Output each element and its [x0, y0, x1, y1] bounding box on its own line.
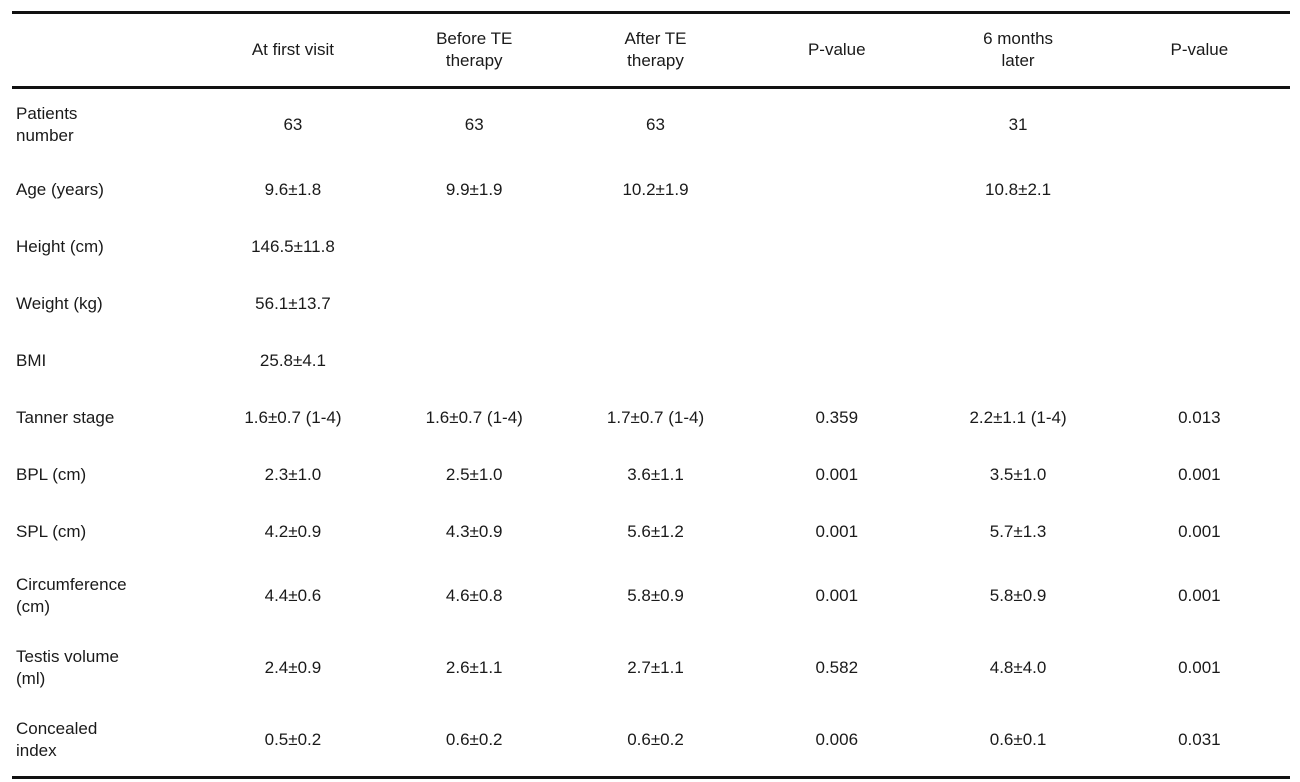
row-label: Tanner stage [16, 407, 115, 427]
patient-characteristics-table: At first visit Before TE therapy After T… [12, 11, 1290, 779]
table-row-patients-number: Patients number 63 63 63 31 [12, 88, 1290, 162]
cell [565, 332, 746, 389]
cell [927, 275, 1108, 332]
cell: 0.001 [815, 464, 859, 484]
table-row-tanner-stage: Tanner stage 1.6±0.7 (1-4) 1.6±0.7 (1-4)… [12, 389, 1290, 446]
cell: 3.5±1.0 [989, 464, 1047, 484]
cell: 1.7±0.7 (1-4) [606, 407, 705, 427]
column-header-before-te-therapy: Before TE therapy [436, 29, 513, 70]
cell [384, 332, 565, 389]
cell: 2.4±0.9 [264, 658, 322, 677]
table-row-concealed-index: Concealed index 0.5±0.2 0.6±0.2 0.6±0.2 … [12, 704, 1290, 778]
row-label: SPL (cm) [16, 521, 87, 541]
table-row-bpl: BPL (cm) 2.3±1.0 2.5±1.0 3.6±1.1 0.001 3… [12, 446, 1290, 503]
header-row: At first visit Before TE therapy After T… [12, 13, 1290, 88]
row-label: Height (cm) [16, 236, 104, 256]
cell: 0.001 [815, 521, 859, 541]
cell [927, 332, 1108, 389]
cell: 0.001 [1178, 521, 1221, 541]
cell: 2.6±1.1 [445, 658, 503, 677]
table-row-spl: SPL (cm) 4.2±0.9 4.3±0.9 5.6±1.2 0.001 5… [12, 503, 1290, 560]
row-label: Circumference (cm) [16, 575, 127, 616]
cell: 0.5±0.2 [264, 730, 322, 749]
cell [1109, 275, 1290, 332]
cell: 2.5±1.0 [445, 464, 503, 484]
cell: 5.7±1.3 [989, 521, 1047, 541]
cell: 0.359 [815, 407, 859, 427]
cell: 0.013 [1178, 407, 1221, 427]
cell [1109, 332, 1290, 389]
cell: 5.6±1.2 [627, 521, 684, 541]
cell [384, 275, 565, 332]
cell: 3.6±1.1 [627, 464, 684, 484]
cell: 31 [1008, 115, 1028, 134]
cell: 25.8±4.1 [259, 350, 326, 370]
cell: 9.9±1.9 [445, 179, 503, 199]
cell: 63 [283, 115, 303, 134]
table-row-circumference: Circumference (cm) 4.4±0.6 4.6±0.8 5.8±0… [12, 560, 1290, 632]
cell: 4.6±0.8 [445, 586, 503, 605]
cell: 0.031 [1178, 730, 1221, 749]
cell: 0.001 [1178, 586, 1221, 605]
row-label: Age (years) [16, 179, 104, 199]
cell [1109, 161, 1290, 218]
cell: 10.2±1.9 [622, 179, 689, 199]
row-label: Testis volume (ml) [16, 647, 119, 688]
cell: 10.8±2.1 [985, 179, 1052, 199]
cell: 0.6±0.1 [989, 730, 1047, 749]
column-header-at-first-visit: At first visit [251, 40, 335, 59]
cell: 146.5±11.8 [251, 236, 335, 256]
cell: 2.3±1.0 [264, 464, 322, 484]
cell [927, 218, 1108, 275]
column-header-6-months-later: 6 months later [983, 29, 1054, 70]
table-row-age: Age (years) 9.6±1.8 9.9±1.9 10.2±1.9 10.… [12, 161, 1290, 218]
row-label: Patients number [16, 104, 78, 145]
cell: 63 [464, 115, 484, 134]
cell: 4.3±0.9 [445, 521, 503, 541]
row-label: BPL (cm) [16, 464, 87, 484]
cell: 4.4±0.6 [264, 586, 322, 605]
cell: 56.1±13.7 [255, 293, 331, 313]
column-header-p-value-2: P-value [1170, 40, 1229, 59]
cell [746, 332, 927, 389]
row-label: Weight (kg) [16, 293, 103, 313]
table-row-bmi: BMI 25.8±4.1 [12, 332, 1290, 389]
cell [746, 218, 927, 275]
cell: 63 [646, 115, 665, 134]
cell: 0.001 [1178, 658, 1221, 677]
cell: 0.6±0.2 [627, 730, 684, 749]
cell: 2.7±1.1 [627, 658, 684, 677]
cell [746, 161, 927, 218]
cell: 0.001 [1178, 464, 1221, 484]
cell: 1.6±0.7 (1-4) [244, 407, 342, 427]
cell [1109, 88, 1290, 162]
table-row-testis-volume: Testis volume (ml) 2.4±0.9 2.6±1.1 2.7±1… [12, 632, 1290, 704]
cell [746, 275, 927, 332]
patient-characteristics-table-wrap: At first visit Before TE therapy After T… [12, 11, 1290, 779]
header-row-label [12, 13, 202, 88]
cell: 4.8±4.0 [989, 658, 1047, 677]
row-label: Concealed index [16, 719, 98, 760]
cell: 1.6±0.7 (1-4) [425, 407, 523, 427]
cell: 5.8±0.9 [627, 586, 684, 605]
cell: 0.582 [815, 658, 859, 677]
column-header-p-value-1: P-value [807, 40, 866, 59]
cell: 5.8±0.9 [989, 586, 1047, 605]
cell: 2.2±1.1 (1-4) [969, 407, 1067, 427]
cell: 0.006 [815, 730, 859, 749]
cell: 4.2±0.9 [264, 521, 322, 541]
cell: 9.6±1.8 [264, 179, 322, 199]
cell: 0.001 [815, 586, 859, 605]
cell [384, 218, 565, 275]
cell [565, 275, 746, 332]
table-row-weight: Weight (kg) 56.1±13.7 [12, 275, 1290, 332]
cell [565, 218, 746, 275]
row-label: BMI [16, 350, 47, 370]
column-header-after-te-therapy: After TE therapy [624, 29, 687, 70]
cell [1109, 218, 1290, 275]
cell [746, 88, 927, 162]
table-row-height: Height (cm) 146.5±11.8 [12, 218, 1290, 275]
cell: 0.6±0.2 [445, 730, 503, 749]
